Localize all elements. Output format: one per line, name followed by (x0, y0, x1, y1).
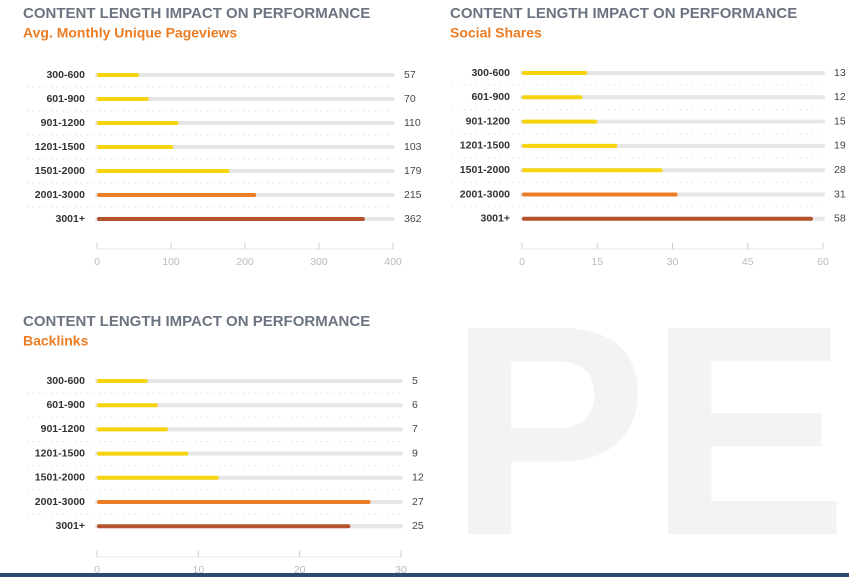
value-label: 15 (834, 115, 846, 127)
x-tick-label: 60 (817, 256, 829, 268)
x-tick-label: 45 (742, 256, 754, 268)
chart-subtitle: Avg. Monthly Unique Pageviews (23, 25, 237, 41)
bar (97, 217, 365, 221)
x-tick-label: 0 (519, 256, 525, 268)
value-label: 6 (412, 399, 418, 411)
value-label: 70 (404, 93, 416, 105)
bar (97, 500, 371, 504)
x-tick-label: 20 (294, 564, 306, 576)
x-tick-label: 30 (395, 564, 407, 576)
bar (97, 73, 140, 77)
category-label: 901-1200 (41, 117, 86, 129)
chart-subtitle: Backlinks (23, 333, 89, 349)
x-tick-label: 30 (667, 256, 679, 268)
value-label: 31 (834, 188, 846, 200)
bar (522, 192, 678, 197)
value-label: 13 (834, 67, 846, 79)
category-label: 3001+ (56, 520, 86, 532)
bar (97, 145, 174, 149)
category-label: 1201-1500 (460, 140, 510, 152)
value-label: 5 (412, 375, 418, 387)
bar (522, 95, 583, 100)
category-label: 2001-3000 (460, 188, 510, 200)
x-tick-label: 400 (384, 256, 402, 268)
value-label: 7 (412, 423, 418, 435)
category-label: 3001+ (56, 213, 86, 225)
value-label: 9 (412, 447, 418, 459)
bar (522, 143, 618, 148)
value-label: 110 (404, 117, 421, 129)
category-label: 300-600 (471, 67, 510, 79)
watermark: PE (448, 262, 848, 577)
x-tick-label: 10 (192, 564, 204, 576)
category-label: 901-1200 (41, 423, 86, 435)
category-label: 1201-1500 (35, 141, 85, 153)
x-tick-label: 0 (94, 256, 100, 268)
bar (97, 379, 148, 383)
chart-title: CONTENT LENGTH IMPACT ON PERFORMANCE (450, 5, 797, 22)
category-label: 901-1200 (466, 115, 511, 127)
category-label: 1501-2000 (35, 472, 85, 484)
x-tick-label: 0 (94, 564, 100, 576)
bar (97, 475, 219, 480)
value-label: 12 (834, 91, 846, 103)
category-label: 300-600 (46, 69, 85, 81)
bar (97, 524, 351, 529)
x-tick-label: 200 (236, 256, 254, 268)
value-label: 215 (404, 189, 422, 201)
value-label: 27 (412, 496, 424, 508)
bottom-rule (0, 573, 849, 577)
category-label: 3001+ (481, 213, 511, 225)
bar (522, 216, 813, 221)
bar (97, 193, 257, 197)
bar (97, 451, 189, 456)
chart-title: CONTENT LENGTH IMPACT ON PERFORMANCE (23, 5, 370, 22)
category-label: 300-600 (46, 375, 85, 387)
value-label: 25 (412, 520, 424, 532)
value-label: 179 (404, 165, 422, 177)
x-tick-label: 15 (591, 256, 603, 268)
bar (522, 168, 663, 173)
chart-title: CONTENT LENGTH IMPACT ON PERFORMANCE (23, 313, 370, 330)
category-label: 2001-3000 (35, 496, 85, 508)
x-tick-label: 300 (310, 256, 328, 268)
value-label: 12 (412, 472, 424, 484)
x-tick-label: 100 (162, 256, 180, 268)
bar (522, 119, 598, 124)
value-label: 58 (834, 213, 846, 225)
category-label: 1201-1500 (35, 447, 85, 459)
value-label: 19 (834, 140, 846, 152)
bar (97, 121, 179, 125)
value-label: 103 (404, 141, 422, 153)
bar (97, 427, 168, 432)
category-label: 1501-2000 (35, 165, 85, 177)
bar (97, 169, 230, 173)
category-label: 601-900 (46, 93, 85, 105)
chart-subtitle: Social Shares (450, 25, 542, 41)
value-label: 362 (404, 213, 422, 225)
bar (97, 403, 158, 408)
bar (522, 71, 588, 75)
category-label: 601-900 (471, 91, 510, 103)
category-label: 2001-3000 (35, 189, 85, 201)
value-label: 28 (834, 164, 846, 176)
category-label: 1501-2000 (460, 164, 510, 176)
category-label: 601-900 (46, 399, 85, 411)
value-label: 57 (404, 69, 416, 81)
bar (97, 97, 149, 101)
